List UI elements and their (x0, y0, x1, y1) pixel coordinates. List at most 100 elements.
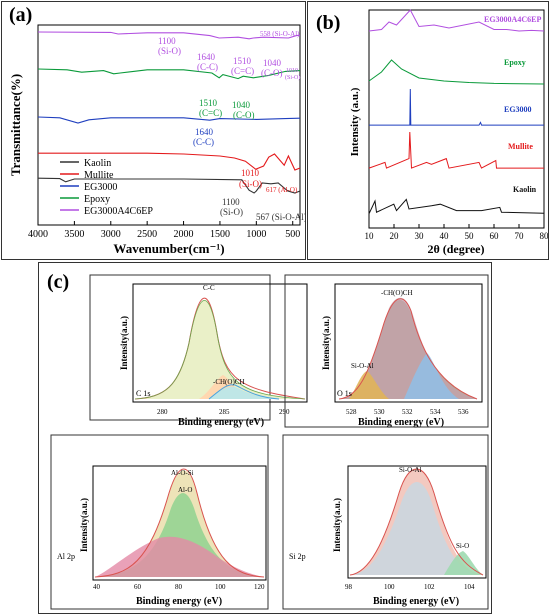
c1s-tick-280: 280 (157, 408, 168, 416)
ftir-line-0 (37, 177, 301, 194)
b-tick-label: 50 (465, 231, 475, 241)
o1s-tick-534: 534 (430, 408, 441, 416)
b-tick-label: 10 (365, 231, 375, 241)
al2p-tick-40: 40 (93, 583, 101, 591)
xrd-line-3 (368, 131, 544, 169)
c1s-tick-285: 285 (219, 408, 230, 416)
b-tick-label: 80 (540, 231, 549, 241)
ann-mullite-1010-label: (Si-O) (239, 179, 262, 189)
a-tick-label: 1000 (246, 229, 266, 240)
al2p-tick-100: 100 (215, 583, 226, 591)
xrd-line-1 (368, 59, 545, 85)
a-xlabel: Wavenumber(cm⁻¹) (113, 241, 224, 256)
al2p-core-label: Al 2p (57, 552, 75, 561)
b-xlabel: 2θ (degree) (427, 242, 484, 256)
legend-eg-composite: EG3000A4C6EP (84, 206, 153, 217)
xrd-line-0 (368, 9, 545, 32)
b-tick-label: 70 (515, 231, 525, 241)
xps-charts: Intensity(a.u.) Binding energy (eV) C 1s… (50, 274, 489, 610)
ann-eg-1640-label: (C-C) (193, 137, 214, 147)
ftir-chart: 4000 3500 3000 2500 2000 1500 1000 500 Transmit… (8, 24, 307, 256)
a-legend: Kaolin Mullite EG3000 Epoxy EG3000A4C6EP (60, 158, 153, 217)
b-tick-label: 60 (490, 231, 500, 241)
al2p-tick-120: 120 (254, 583, 265, 591)
o1s-tick-532: 532 (402, 408, 413, 416)
si2p-tick-104: 104 (464, 583, 475, 591)
ann-mullite-1010-num: 1010 (241, 168, 260, 178)
ann-1640-num: 1640 (197, 52, 216, 62)
al2p-xlabel: Binding energy (eV) (136, 596, 222, 607)
legend-mullite: Mullite (84, 170, 114, 181)
legend-epoxy: Epoxy (84, 194, 110, 205)
c1s-core-label: C 1s (136, 389, 150, 398)
a-ylabel: Transmittance(%) (8, 74, 23, 176)
al2p-tick-60: 60 (134, 583, 142, 591)
ann-558: 558 (Si-O-Al) (260, 30, 300, 38)
al2p-peak-alo: Al-O (178, 486, 192, 494)
ann-kaolin-1100-label: (Si-O) (220, 207, 243, 217)
panel-c: (c) Intensity(a.u.) Binding energy (eV) … (38, 262, 492, 614)
b-label-kaolin: Kaolin (513, 185, 537, 194)
xps-al2p: Intensity(a.u.) Binding energy (eV) Al 2… (50, 434, 269, 610)
ann-kaolin-1100-num: 1100 (222, 197, 240, 207)
si2p-tick-102: 102 (424, 583, 435, 591)
o1s-tick-528: 528 (346, 408, 357, 416)
legend-kaolin: Kaolin (84, 158, 111, 169)
ann-1010-num: 1010 (286, 68, 298, 74)
a-annotations: 1100 (Si-O) 1640 (C-C) 1510 (C=C) 1040 (… (158, 30, 307, 222)
o1s-tick-536: 536 (458, 408, 469, 416)
panel-a: 4000 3500 3000 2500 2000 1500 1000 500 Transmit… (1, 1, 307, 260)
a-tick-label: 2500 (137, 229, 157, 240)
o1s-ylabel: Intensity(a.u.) (321, 316, 331, 370)
ann-epoxy-1040-num: 1040 (232, 100, 251, 110)
ann-epoxy-1510-label: (C=C) (199, 108, 222, 118)
ann-1510-label: (C=C) (231, 66, 254, 76)
b-label-composite: EG3000A4C6EP (484, 15, 541, 24)
xps-si2p: Intensity(a.u.) Binding energy (eV) Si 2… (282, 434, 489, 610)
o1s-core-label: O 1s (337, 389, 352, 398)
ftir-line-4 (37, 31, 301, 40)
ftir-line-1 (38, 152, 301, 171)
ann-eg-1640-num: 1640 (195, 127, 214, 137)
ann-epoxy-1040-label: (C-O) (233, 110, 255, 120)
ann-567: 567 (Si-O-Al) (256, 212, 305, 222)
o1s-peak-sioal: Si-O-Al (351, 362, 374, 370)
si2p-xlabel: Binding energy (eV) (373, 596, 459, 607)
xps-o1s: Intensity(a.u.) Binding energy (eV) O 1s… (284, 274, 489, 428)
ftir-line-3 (37, 68, 301, 80)
si2p-tick-98: 98 (345, 583, 353, 591)
b-label-epoxy: Epoxy (504, 58, 526, 67)
ann-1100-label: (Si-O) (158, 46, 181, 56)
ann-1100-num: 1100 (158, 36, 176, 46)
panel-b: 10 20 30 40 50 60 70 80 Intensity (a.u.) 2θ (de… (307, 1, 549, 260)
si2p-core-label: Si 2p (289, 552, 306, 561)
panel-a-label: (a) (9, 4, 33, 26)
b-tick-label: 30 (415, 231, 425, 241)
al2p-tick-80: 80 (175, 583, 183, 591)
a-tick-label: 3000 (101, 229, 121, 240)
a-tick-label: 3500 (64, 229, 84, 240)
a-tick-label: 500 (285, 229, 300, 240)
ann-epoxy-1510-num: 1510 (199, 98, 218, 108)
b-tick-label: 20 (390, 231, 400, 241)
legend-eg3000: EG3000 (84, 182, 117, 193)
b-label-eg3000: EG3000 (504, 105, 532, 114)
xrd-line-2 (369, 88, 544, 126)
ann-1040-num: 1040 (263, 58, 282, 68)
b-ylabel: Intensity (a.u.) (349, 87, 361, 156)
a-tick-label: 2000 (174, 229, 194, 240)
o1s-xlabel: Binding energy (eV) (358, 417, 444, 428)
xps-c1s: Intensity(a.u.) Binding energy (eV) C 1s… (89, 274, 308, 428)
o1s-peak-choch: -CH(O)CH (381, 289, 413, 297)
a-tick-label: 4000 (28, 229, 48, 240)
b-series-labels: EG3000A4C6EP Epoxy EG3000 Mullite Kaolin (484, 15, 541, 194)
si2p-peak-sio: Si-O (456, 542, 469, 550)
al2p-peak-alosi: Al-O-Si (171, 469, 194, 477)
c1s-ylabel: Intensity(a.u.) (119, 316, 129, 370)
xrd-line-4 (368, 198, 545, 215)
ftir-line-2 (37, 116, 301, 124)
ann-1010-label: (Si-O) (285, 74, 300, 81)
ann-1510-num: 1510 (233, 56, 252, 66)
ann-1040-label: (C-O) (261, 68, 283, 78)
ann-617: 617 (Al-O) (266, 186, 298, 194)
